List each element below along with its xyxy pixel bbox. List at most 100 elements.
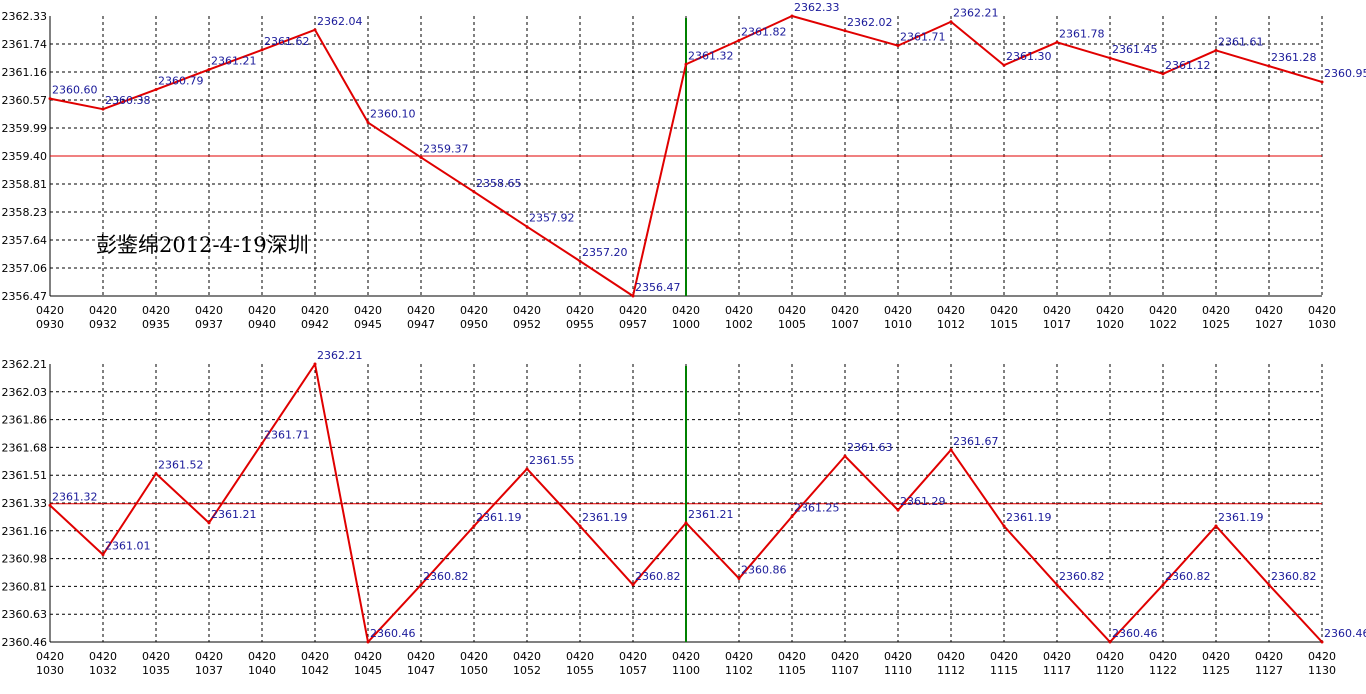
data-point — [949, 20, 953, 24]
data-point — [101, 553, 105, 557]
x-tick-label-date: 0420 — [831, 650, 859, 663]
x-tick-label-date: 0420 — [884, 304, 912, 317]
x-tick-label-date: 0420 — [301, 304, 329, 317]
x-tick-label-date: 0420 — [354, 650, 382, 663]
x-tick-label-time: 1007 — [831, 318, 859, 331]
x-tick-label-time: 1030 — [1308, 318, 1336, 331]
x-tick-label-date: 0420 — [1043, 650, 1071, 663]
y-tick-label: 2360.81 — [2, 580, 48, 593]
data-point — [472, 190, 476, 194]
x-tick-label-date: 0420 — [407, 304, 435, 317]
x-tick-label-date: 0420 — [513, 650, 541, 663]
x-tick-label-time: 1122 — [1149, 664, 1177, 677]
x-tick-label-date: 0420 — [142, 650, 170, 663]
x-tick-label-time: 1035 — [142, 664, 170, 677]
data-label: 2361.32 — [52, 490, 98, 503]
x-tick-label-date: 0420 — [1202, 650, 1230, 663]
x-tick-label-time: 1057 — [619, 664, 647, 677]
data-point — [1320, 80, 1324, 84]
x-tick-label-date: 0420 — [460, 650, 488, 663]
data-point — [207, 521, 211, 525]
data-label: 2360.86 — [741, 563, 787, 576]
data-point — [101, 107, 105, 111]
x-tick-label-time: 0940 — [248, 318, 276, 331]
data-point — [790, 515, 794, 519]
x-tick-label-date: 0420 — [407, 650, 435, 663]
data-label: 2360.46 — [1112, 627, 1158, 640]
data-point — [843, 29, 847, 33]
x-tick-label-date: 0420 — [142, 304, 170, 317]
y-tick-label: 2357.06 — [2, 262, 48, 275]
y-tick-label: 2361.68 — [2, 441, 48, 454]
data-label: 2358.65 — [476, 177, 522, 190]
data-point — [260, 48, 264, 52]
data-label: 2362.21 — [953, 7, 999, 20]
data-point — [48, 503, 52, 507]
data-label: 2362.21 — [317, 349, 363, 362]
x-tick-label-date: 0420 — [248, 304, 276, 317]
x-tick-label-time: 1102 — [725, 664, 753, 677]
x-tick-label-date: 0420 — [1043, 304, 1071, 317]
x-tick-label-date: 0420 — [1149, 650, 1177, 663]
data-label: 2360.79 — [158, 75, 204, 88]
data-point — [366, 121, 370, 125]
data-point — [684, 521, 688, 525]
x-tick-label-date: 0420 — [354, 304, 382, 317]
data-label: 2360.46 — [370, 627, 416, 640]
y-tick-label: 2361.74 — [2, 38, 48, 51]
data-point — [790, 14, 794, 18]
x-tick-label-time: 1045 — [354, 664, 382, 677]
x-tick-label-time: 1002 — [725, 318, 753, 331]
y-tick-label: 2361.33 — [2, 497, 48, 510]
x-tick-label-time: 1010 — [884, 318, 912, 331]
data-point — [1267, 64, 1271, 68]
x-tick-label-time: 0950 — [460, 318, 488, 331]
x-tick-label-time: 1030 — [36, 664, 64, 677]
x-tick-label-time: 0947 — [407, 318, 435, 331]
data-point — [154, 88, 158, 92]
x-tick-label-date: 0420 — [566, 650, 594, 663]
data-point — [1214, 48, 1218, 52]
data-label: 2361.61 — [1218, 35, 1264, 48]
data-point — [631, 583, 635, 587]
x-tick-label-time: 1037 — [195, 664, 223, 677]
x-tick-label-date: 0420 — [89, 650, 117, 663]
data-label: 2361.19 — [582, 511, 628, 524]
data-label: 2361.62 — [264, 35, 310, 48]
x-tick-label-time: 0942 — [301, 318, 329, 331]
data-label: 2360.82 — [635, 570, 681, 583]
y-tick-label: 2359.40 — [2, 150, 48, 163]
data-point — [737, 576, 741, 580]
x-tick-label-time: 1050 — [460, 664, 488, 677]
x-tick-label-time: 1107 — [831, 664, 859, 677]
x-tick-label-date: 0420 — [1096, 650, 1124, 663]
x-tick-label-date: 0420 — [884, 650, 912, 663]
data-point — [1320, 640, 1324, 644]
x-tick-label-time: 0935 — [142, 318, 170, 331]
y-tick-label: 2360.98 — [2, 553, 48, 566]
data-label: 2361.63 — [847, 441, 893, 454]
y-tick-label: 2361.16 — [2, 66, 48, 79]
data-label: 2361.21 — [688, 508, 734, 521]
data-label: 2361.55 — [529, 454, 575, 467]
x-tick-label-time: 1032 — [89, 664, 117, 677]
y-tick-label: 2362.33 — [2, 10, 48, 23]
data-point — [949, 448, 953, 452]
data-label: 2360.46 — [1324, 627, 1366, 640]
data-label: 2362.33 — [794, 1, 840, 14]
x-tick-label-date: 0420 — [1308, 304, 1336, 317]
data-point — [1055, 40, 1059, 44]
data-point — [684, 62, 688, 66]
y-tick-label: 2358.81 — [2, 178, 48, 191]
data-point — [578, 524, 582, 528]
data-label: 2361.30 — [1006, 50, 1052, 63]
x-tick-label-time: 1120 — [1096, 664, 1124, 677]
x-tick-label-date: 0420 — [619, 650, 647, 663]
x-tick-label-date: 0420 — [248, 650, 276, 663]
data-label: 2361.52 — [158, 459, 204, 472]
data-label: 2361.12 — [1165, 59, 1211, 72]
data-point — [472, 524, 476, 528]
x-tick-label-date: 0420 — [1255, 650, 1283, 663]
x-tick-label-date: 0420 — [937, 650, 965, 663]
x-tick-label-date: 0420 — [990, 304, 1018, 317]
